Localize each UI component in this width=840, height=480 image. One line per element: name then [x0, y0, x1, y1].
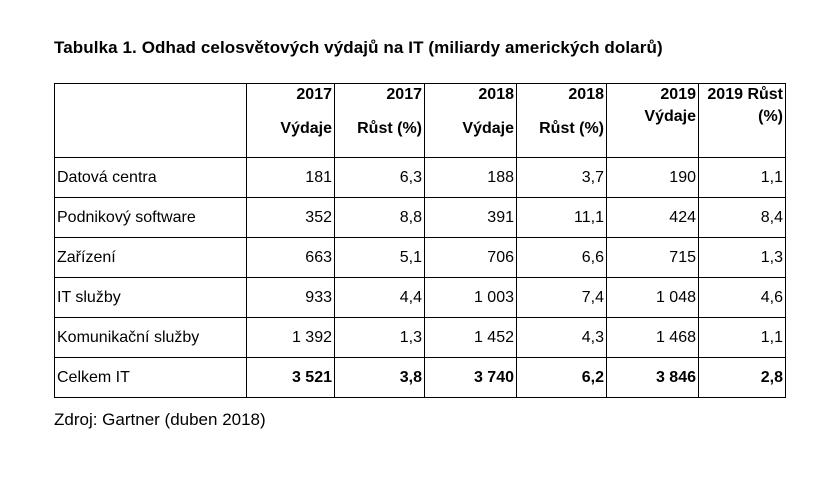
cell-2019-spending: 1 468	[606, 317, 699, 358]
cell-2019-growth: 8,4	[698, 197, 786, 238]
cell-2018-spending: 1 452	[424, 317, 517, 358]
cell-2017-growth: 6,3	[334, 157, 425, 198]
header-cell-2018-growth: 2018 Růst (%)	[516, 83, 607, 158]
cell-2019-spending: 715	[606, 237, 699, 278]
cell-2017-spending: 933	[246, 277, 335, 318]
cell-2018-spending: 3 740	[424, 357, 517, 398]
cell-2018-spending: 1 003	[424, 277, 517, 318]
row-label: IT služby	[54, 277, 247, 318]
cell-2018-growth: 6,6	[516, 237, 607, 278]
cell-2017-growth: 8,8	[334, 197, 425, 238]
cell-2019-spending: 3 846	[606, 357, 699, 398]
cell-2018-growth: 11,1	[516, 197, 607, 238]
row-label: Celkem IT	[54, 357, 247, 398]
cell-2019-growth: 2,8	[698, 357, 786, 398]
row-label: Komunikační služby	[54, 317, 247, 358]
cell-2017-growth: 5,1	[334, 237, 425, 278]
cell-2019-growth: 1,3	[698, 237, 786, 278]
total-row: Celkem IT 3 521 3,8 3 740 6,2 3 846 2,8	[54, 357, 786, 398]
cell-2018-growth: 4,3	[516, 317, 607, 358]
cell-2019-spending: 424	[606, 197, 699, 238]
cell-2018-spending: 188	[424, 157, 517, 198]
table-row: Zařízení 663 5,1 706 6,6 715 1,3	[54, 237, 786, 278]
cell-2017-spending: 181	[246, 157, 335, 198]
table-row: Datová centra 181 6,3 188 3,7 190 1,1	[54, 157, 786, 198]
row-label: Podnikový software	[54, 197, 247, 238]
header-cell-2019-growth: 2019 Růst (%)	[698, 83, 786, 158]
cell-2018-growth: 7,4	[516, 277, 607, 318]
cell-2019-spending: 190	[606, 157, 699, 198]
cell-2017-spending: 1 392	[246, 317, 335, 358]
cell-2017-spending: 352	[246, 197, 335, 238]
cell-2018-spending: 706	[424, 237, 517, 278]
cell-2017-spending: 3 521	[246, 357, 335, 398]
cell-2017-growth: 4,4	[334, 277, 425, 318]
table-row: Podnikový software 352 8,8 391 11,1 424 …	[54, 197, 786, 238]
header-cell-2019-spending: 2019 Výdaje	[606, 83, 699, 158]
cell-2018-growth: 3,7	[516, 157, 607, 198]
cell-2019-growth: 1,1	[698, 317, 786, 358]
header-cell-category	[54, 83, 247, 158]
header-cell-2017-growth: 2017 Růst (%)	[334, 83, 425, 158]
cell-2018-spending: 391	[424, 197, 517, 238]
table-caption: Tabulka 1. Odhad celosvětových výdajů na…	[54, 38, 663, 57]
table-row: Komunikační služby 1 392 1,3 1 452 4,3 1…	[54, 317, 786, 358]
row-label: Zařízení	[54, 237, 247, 278]
header-cell-2018-spending: 2018 Výdaje	[424, 83, 517, 158]
row-label: Datová centra	[54, 157, 247, 198]
cell-2018-growth: 6,2	[516, 357, 607, 398]
cell-2017-growth: 3,8	[334, 357, 425, 398]
cell-2019-growth: 1,1	[698, 157, 786, 198]
cell-2019-growth: 4,6	[698, 277, 786, 318]
table-row: IT služby 933 4,4 1 003 7,4 1 048 4,6	[54, 277, 786, 318]
header-row: 2017 Výdaje 2017 Růst (%) 2018 Výdaje 20…	[54, 83, 786, 158]
cell-2017-growth: 1,3	[334, 317, 425, 358]
header-cell-2017-spending: 2017 Výdaje	[246, 83, 335, 158]
it-spending-table: 2017 Výdaje 2017 Růst (%) 2018 Výdaje 20…	[54, 83, 786, 398]
cell-2019-spending: 1 048	[606, 277, 699, 318]
cell-2017-spending: 663	[246, 237, 335, 278]
source-note: Zdroj: Gartner (duben 2018)	[54, 410, 266, 429]
